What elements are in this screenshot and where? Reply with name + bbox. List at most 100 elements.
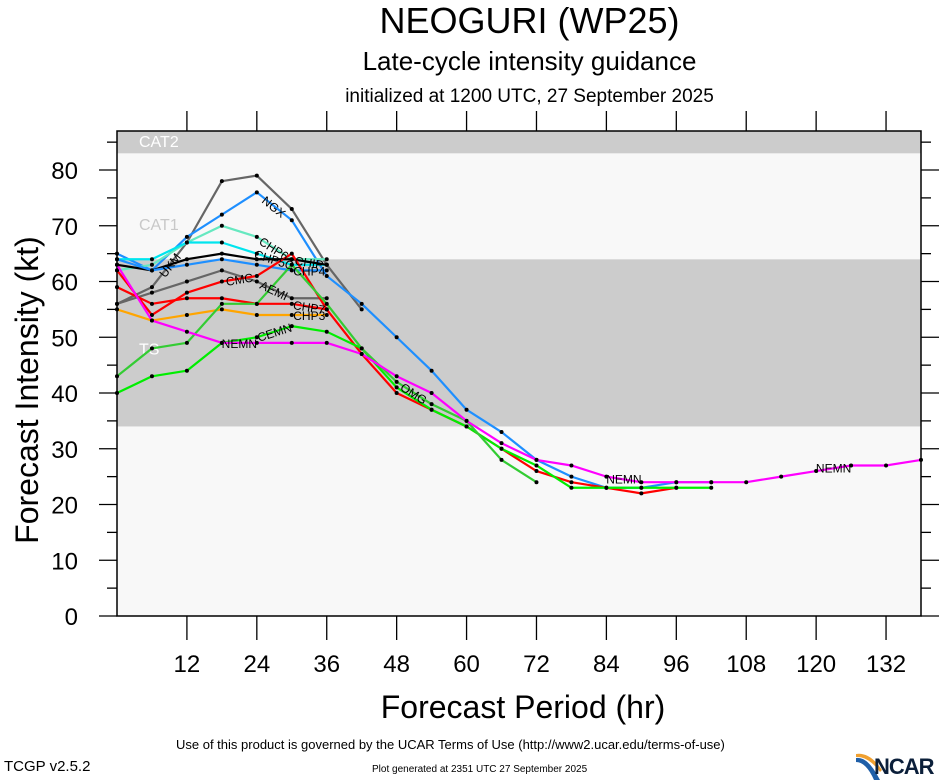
data-point-nemn [709,480,714,485]
terms-of-use: Use of this product is governed by the U… [176,737,725,752]
data-point-chp3 [254,312,259,317]
data-point-ngx [115,251,119,256]
data-point-cemn [149,374,154,379]
x-tick-label: 108 [726,651,766,678]
data-point-chp3 [184,312,189,317]
data-point-cmc [149,312,154,317]
data-point-cemn [184,368,189,373]
data-point-ngx [184,234,189,239]
y-axis-label: Forecast Intensity (kt) [9,236,45,544]
series-line-ukm [116,174,363,311]
data-point-cmc [569,480,574,485]
data-point-ngx [569,474,574,479]
band-label-cat2: CAT2 [139,134,179,151]
band-cat2 [117,131,921,154]
series-label-nemn: NEMN [816,461,851,475]
data-point-chp7 [324,307,329,312]
x-tick-label: 132 [866,651,906,678]
x-tick-label: 96 [663,651,690,678]
data-point-aemi [324,296,329,301]
generated-time: Plot generated at 2351 UTC 27 September … [372,764,588,775]
data-point-ngx [464,407,469,412]
data-point-chp4 [184,262,189,267]
data-point-cemn [429,407,434,412]
data-point-nemn [429,391,434,396]
data-point-omg [149,346,154,351]
chart-subtitle: Late-cycle intensity guidance [362,46,697,76]
data-point-chp7 [115,285,119,290]
data-point-nemn [639,480,644,485]
y-tick-label: 70 [51,214,78,241]
data-point-nemn [219,340,224,345]
data-point-chp4 [254,262,259,267]
series-label-chp3: CHP3 [293,309,325,323]
x-tick-label: 48 [383,651,410,678]
band-cat1 [117,153,921,260]
data-point-ukm [359,307,364,312]
data-point-chp7 [289,301,294,306]
data-point-nemn [744,480,749,485]
data-point-chp5c [219,240,224,245]
y-tick-label: 50 [51,325,78,352]
data-point-aemi [184,279,189,284]
data-point-chp3 [115,307,119,312]
data-point-cmc [639,491,644,496]
series-lines [115,173,923,496]
data-point-aemi [115,301,119,306]
data-point-chp4 [289,268,294,273]
y-tick-label: 80 [51,158,78,185]
data-point-ngx [324,273,329,278]
y-tick-label: 10 [51,548,78,575]
x-tick-label: 24 [243,651,270,678]
data-point-cemn [464,424,469,429]
data-point-chp6 [254,234,259,239]
data-point-nemn [884,463,889,468]
data-point-chp3 [289,312,294,317]
data-point-cmc [534,469,539,474]
y-tick-label: 40 [51,381,78,408]
data-point-cmc [115,268,119,273]
x-tick-label: 36 [313,651,340,678]
data-point-nemn [604,474,609,479]
y-tick-label: 30 [51,437,78,464]
series-label-nemn: NEMN [222,337,257,351]
data-point-cemn [254,335,259,340]
data-point-chp5c [149,257,154,262]
data-point-aemi [149,290,154,295]
series-label-cmc: CMC [225,271,255,289]
data-point-chp4 [324,268,329,273]
data-point-omg [184,340,189,345]
chart-title: NEOGURI (WP25) [379,0,680,41]
data-point-cemn [569,485,574,490]
data-point-chp5c [184,240,189,245]
data-point-cemn [534,463,539,468]
data-point-chp3 [219,307,224,312]
data-point-chp7 [219,296,224,301]
series-line-cemn [116,325,712,489]
x-axis-label: Forecast Period (hr) [381,689,666,725]
data-point-cemn [394,385,399,390]
data-point-nemn [289,340,294,345]
data-point-nemn [849,463,854,468]
data-point-nemn [919,457,923,462]
data-point-chp7 [184,296,189,301]
data-point-ngx [394,335,399,340]
series-label-chp4: CHP4 [293,264,325,278]
data-point-aemi [219,268,224,273]
data-point-ngx [289,218,294,223]
data-point-ukm [149,285,154,290]
data-point-cmc [394,391,399,396]
data-point-nemn [814,469,819,474]
data-point-omg [115,374,119,379]
data-point-ukm [289,207,294,212]
data-point-omg [324,301,329,306]
data-point-omg [394,379,399,384]
data-point-cemn [604,485,609,490]
axes: 0 10 20 30 40 50 60 70 80 12 24 36 48 60 72 84 96 108 120 1… [51,111,939,678]
x-tick-label: 84 [593,651,620,678]
series-label-nemn: NEMN [606,472,641,486]
data-point-nemn [149,318,154,323]
data-point-aemi [254,279,259,284]
x-tick-label: 120 [796,651,836,678]
data-point-cmc [219,279,224,284]
